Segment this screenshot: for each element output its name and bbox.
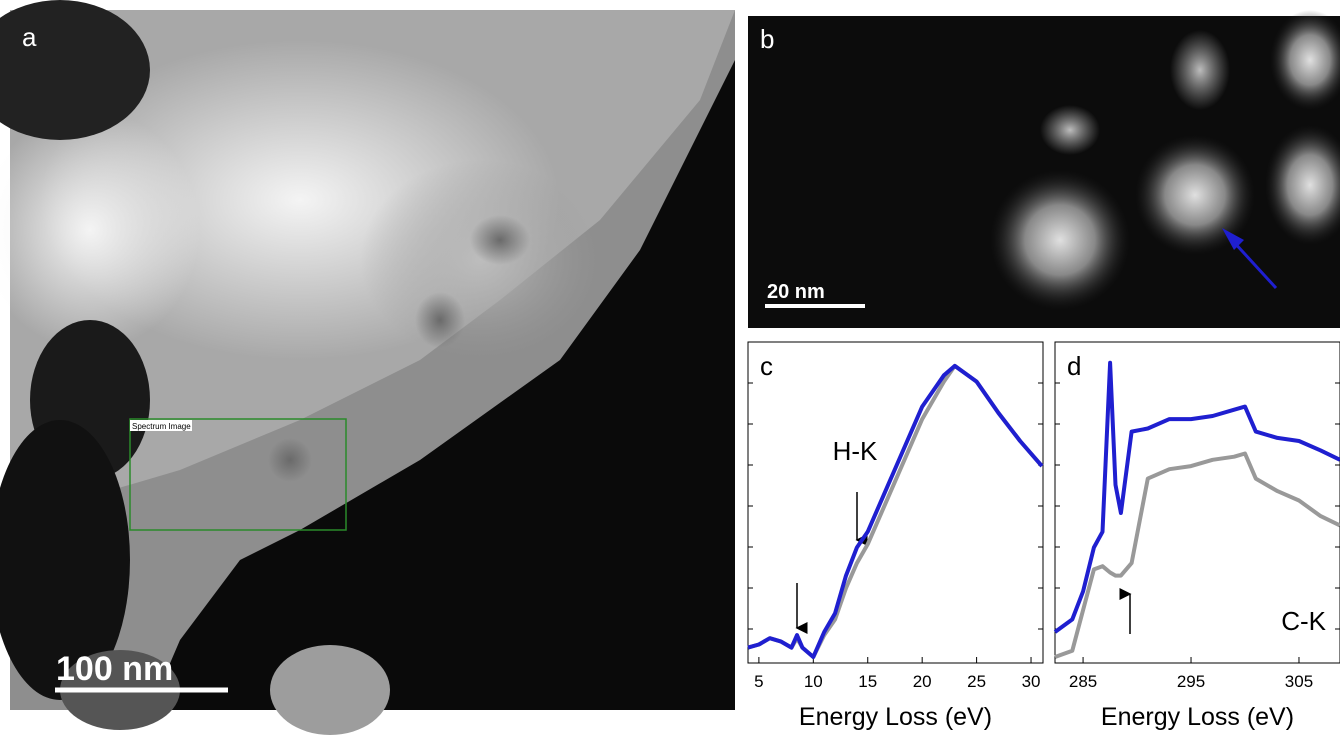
spectrum-line [1054,451,1340,659]
x-tick-label: 30 [1022,672,1041,691]
x-tick-label: 295 [1177,672,1205,691]
roi-label: Spectrum Image [132,422,191,431]
spectrum-line [1053,360,1340,634]
x-tick-label: 305 [1285,672,1313,691]
panel-b: 20 nm b [748,10,1340,328]
panel-label: b [760,24,774,54]
scale-bar-label: 20 nm [767,281,825,303]
x-tick-label: 15 [858,672,877,691]
panel-label: c [760,351,773,381]
x-axis-label: Energy Loss (eV) [799,703,992,731]
edge-annotation: C-K [1281,606,1326,636]
plot-frame [747,341,1044,664]
x-tick-label: 285 [1069,672,1097,691]
x-tick-label: 10 [804,672,823,691]
panel-label: d [1067,351,1081,381]
panel-a: Spectrum Image 100 nm a [0,0,735,735]
x-tick-label: 5 [754,672,763,691]
spectrum-line [747,363,1044,659]
scale-bar-label: 100 nm [56,650,173,688]
x-axis-label: Energy Loss (eV) [1101,703,1294,731]
x-tick-label: 20 [913,672,932,691]
plot-frame [1054,341,1340,664]
panel-label: a [22,22,37,52]
x-tick-label: 25 [967,672,986,691]
edge-annotation: H-K [833,436,878,466]
